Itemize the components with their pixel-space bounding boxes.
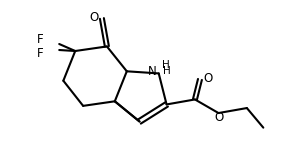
Text: F: F xyxy=(37,33,43,46)
Text: O: O xyxy=(215,110,224,124)
Text: O: O xyxy=(89,11,98,24)
Text: H: H xyxy=(163,66,171,76)
Text: O: O xyxy=(203,72,213,85)
Text: N: N xyxy=(148,65,157,78)
Text: F: F xyxy=(37,46,43,59)
Text: H: H xyxy=(162,60,169,70)
